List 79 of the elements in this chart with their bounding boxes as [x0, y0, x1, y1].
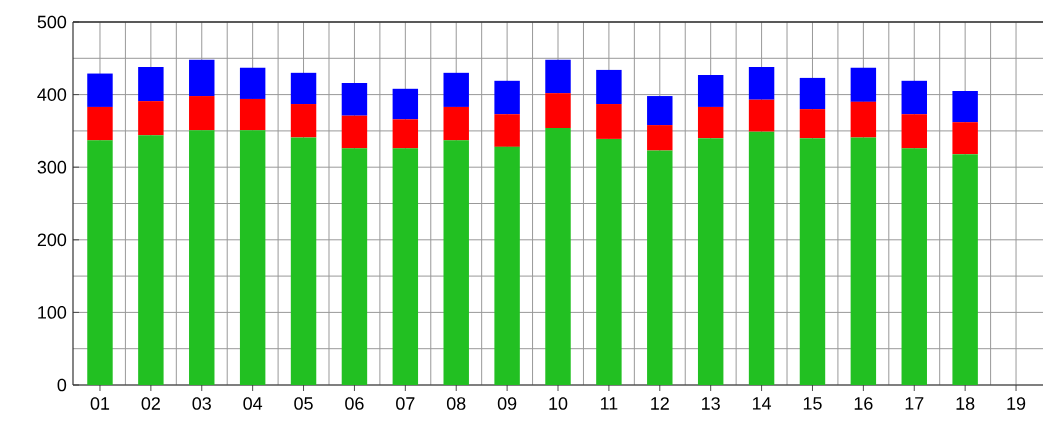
bar	[799, 138, 826, 385]
bar	[87, 73, 113, 107]
bar	[647, 125, 673, 151]
y-tick-label: 500	[37, 15, 67, 29]
bar	[392, 119, 419, 149]
bar	[901, 148, 927, 385]
bar	[341, 82, 368, 116]
y-tick-label: 0	[57, 378, 67, 392]
x-tick-label: 01	[90, 397, 110, 410]
bar	[138, 67, 164, 102]
x-tick-label: 18	[956, 397, 975, 410]
x-tick-label: 09	[497, 397, 517, 410]
bar	[647, 150, 673, 385]
bar	[697, 138, 724, 385]
x-tick-label: 07	[396, 397, 415, 410]
x-tick-label: 13	[702, 397, 720, 410]
bar	[392, 88, 419, 120]
bar	[850, 101, 877, 138]
y-tick-label: 300	[37, 160, 67, 174]
bar	[392, 148, 419, 385]
bar	[138, 101, 164, 136]
bar	[901, 114, 927, 149]
bar	[189, 130, 215, 385]
bar	[545, 59, 571, 94]
bar	[748, 67, 775, 100]
x-tick-label: 14	[752, 397, 772, 410]
bar	[545, 93, 571, 128]
bar	[341, 115, 368, 149]
bar	[952, 154, 978, 385]
bar	[545, 128, 571, 385]
bar	[494, 80, 520, 115]
x-tick-label: 12	[651, 397, 669, 410]
y-tick-label: 100	[38, 306, 67, 319]
x-tick-label: 15	[803, 397, 822, 410]
bar	[443, 140, 469, 385]
bar	[290, 72, 317, 105]
bar	[952, 122, 978, 155]
bar	[748, 99, 775, 132]
bar	[443, 72, 469, 107]
bar	[647, 96, 673, 126]
bar	[239, 130, 266, 385]
bar	[596, 138, 622, 385]
bar	[138, 135, 164, 385]
y-tick-label: 400	[37, 88, 67, 101]
bar	[850, 67, 877, 102]
bar	[443, 106, 469, 141]
x-tick-label: 03	[192, 397, 211, 410]
bar	[189, 96, 215, 131]
x-tick-label: 11	[600, 397, 618, 410]
bar	[239, 98, 266, 131]
bar	[87, 106, 113, 141]
bar	[239, 67, 266, 99]
x-tick-label: 08	[446, 397, 466, 410]
x-tick-label: 05	[294, 397, 313, 410]
bar	[799, 109, 826, 139]
y-tick-label: 200	[37, 233, 67, 247]
bar	[494, 146, 520, 385]
bar	[596, 104, 622, 139]
x-tick-label: 16	[854, 397, 873, 410]
bar	[290, 104, 317, 138]
bar	[748, 131, 775, 385]
bar	[850, 137, 877, 385]
bar	[596, 69, 622, 105]
bar	[799, 77, 826, 110]
bar	[189, 59, 215, 97]
x-tick-label: 10	[549, 397, 568, 410]
bar	[697, 106, 724, 139]
bar	[341, 148, 368, 385]
x-tick-label: 17	[905, 397, 924, 410]
bar	[290, 137, 317, 385]
x-tick-label: 02	[141, 397, 160, 410]
x-tick-label: 19	[1007, 397, 1026, 410]
bar	[901, 80, 927, 115]
bar	[494, 114, 520, 147]
bar	[952, 90, 978, 123]
bar	[697, 75, 724, 107]
bar	[87, 140, 113, 385]
x-tick-label: 06	[345, 397, 364, 410]
x-tick-label: 04	[243, 397, 263, 410]
